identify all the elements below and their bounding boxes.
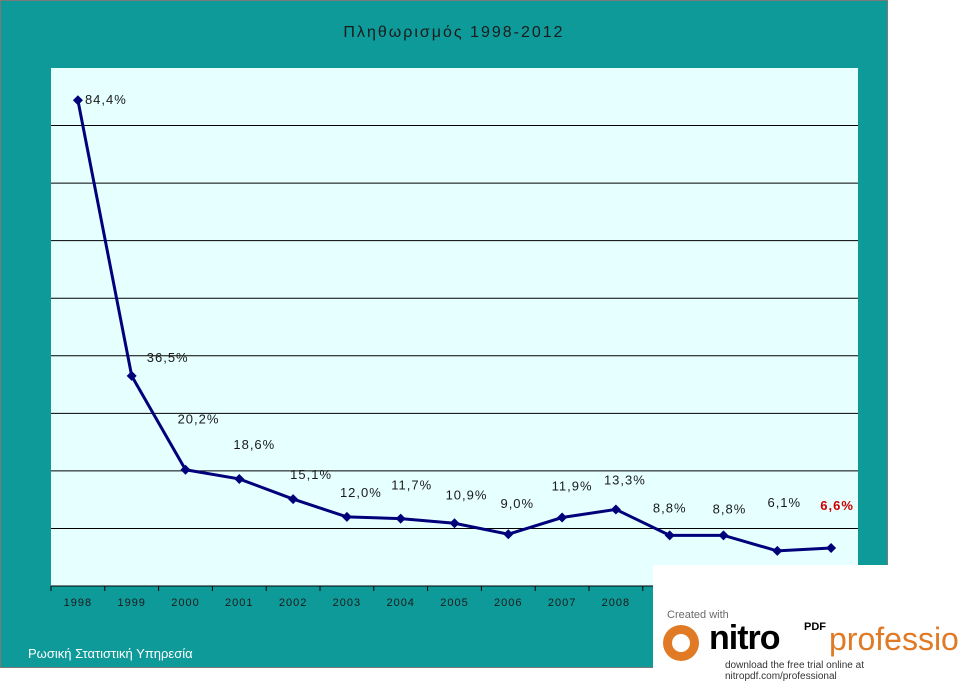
x-tick-label: 1998 <box>64 597 92 609</box>
data-label: 84,4% <box>85 92 127 107</box>
x-tick-label: 2000 <box>171 597 199 609</box>
x-tick-label: 2002 <box>279 597 307 609</box>
x-tick-label: 2003 <box>333 597 361 609</box>
data-point <box>610 504 621 515</box>
x-tick-label: 2007 <box>548 597 576 609</box>
watermark-edition: professional <box>829 621 960 657</box>
nitro-logo-icon <box>663 625 699 661</box>
data-label: 13,3% <box>604 472 646 487</box>
data-point <box>234 473 245 484</box>
data-point <box>72 95 83 106</box>
plot-area <box>51 68 858 586</box>
x-tick-label: 2008 <box>602 597 630 609</box>
data-point <box>395 513 406 524</box>
x-tick-label: 1999 <box>117 597 145 609</box>
data-label: 11,9% <box>552 479 593 494</box>
data-label: 20,2% <box>178 412 220 427</box>
data-label: 9,0% <box>500 496 534 511</box>
data-point <box>341 511 352 522</box>
data-label: 10,9% <box>446 487 488 502</box>
data-label: 18,6% <box>233 437 275 452</box>
data-label: 12,0% <box>340 485 382 500</box>
data-point <box>664 530 675 541</box>
data-point <box>557 512 568 523</box>
line-chart: Πληθωρισμός 1998-2012 1998 1999 2000 2001 200… <box>50 24 859 609</box>
data-point <box>718 530 729 541</box>
nitro-watermark: Created with nitro PDF professional down… <box>653 565 960 682</box>
data-point <box>772 545 783 556</box>
x-tick-label: 2004 <box>386 597 414 609</box>
data-point <box>180 464 191 475</box>
data-point <box>288 494 299 505</box>
chart-title: Πληθωρισμός 1998-2012 <box>343 24 564 41</box>
data-point <box>126 370 137 381</box>
x-tick-label: 2005 <box>440 597 468 609</box>
data-label: 15,1% <box>290 467 332 482</box>
slide-background: Πληθωρισμός 1998-2012 1998 1999 2000 2001 200… <box>0 0 888 668</box>
data-point <box>449 518 460 529</box>
watermark-download-text: download the free trial online at nitrop… <box>725 660 864 682</box>
x-tick-label: 2001 <box>225 597 253 609</box>
data-label: 6,6% <box>820 498 854 513</box>
data-point <box>826 543 837 554</box>
x-tick-label: 2006 <box>494 597 522 609</box>
data-label: 11,7% <box>391 478 432 493</box>
data-label: 36,5% <box>147 350 189 365</box>
data-label: 8,8% <box>713 501 747 516</box>
watermark-brand: nitro <box>709 619 781 657</box>
source-footer: Ρωσική Στατιστική Υπηρεσία <box>28 646 193 661</box>
data-point <box>503 529 514 540</box>
watermark-created-with: Created with <box>667 609 729 621</box>
data-label: 6,1% <box>767 495 801 510</box>
data-label: 8,8% <box>653 500 687 515</box>
watermark-pdf: PDF <box>804 621 826 633</box>
